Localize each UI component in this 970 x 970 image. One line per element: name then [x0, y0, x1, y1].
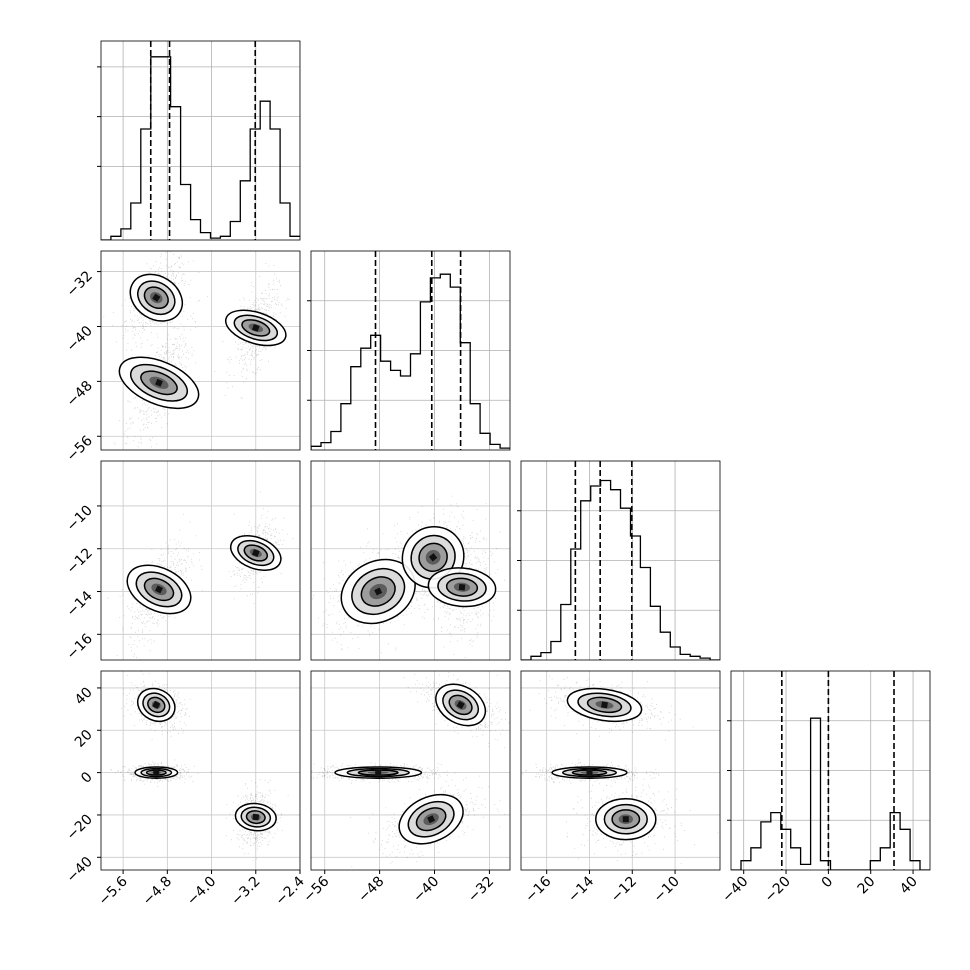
y-tick-label: −10 — [64, 502, 96, 534]
density-peak — [153, 769, 160, 776]
x-tick-label: −10 — [651, 874, 683, 906]
axes-frame — [520, 670, 721, 871]
x-tick-label: −20 — [762, 874, 794, 906]
axes-frame — [100, 670, 301, 871]
axes-frame — [100, 40, 301, 241]
y-tick-label: −12 — [64, 545, 96, 577]
x-tick-label: 0 — [819, 874, 837, 892]
axes-frame — [310, 670, 511, 871]
density-cluster — [340, 558, 416, 625]
y-tick-label: −32 — [64, 268, 96, 300]
density-cluster — [435, 683, 487, 727]
density-cluster — [229, 534, 282, 572]
x-tick-label: 40 — [897, 874, 921, 898]
density-cluster — [551, 766, 628, 779]
density-peak — [586, 769, 593, 776]
density-cluster — [234, 802, 277, 832]
x-tick-label: −12 — [608, 874, 640, 906]
density-cluster — [118, 356, 200, 410]
y-tick-label: −40 — [64, 854, 96, 886]
density-cluster — [427, 567, 497, 608]
density-peak — [252, 324, 260, 332]
density-panel-3-1 — [100, 460, 301, 661]
histogram-steps — [101, 56, 300, 240]
density-peak — [152, 700, 161, 709]
axes-frame — [100, 460, 301, 661]
plot-layer: −5.6 −4.8 −4.0 −3.2 −2.4−56 −48 −40 −32 −16 −14 −1… — [64, 40, 931, 909]
density-panel-3-2 — [310, 460, 511, 661]
x-tick-label: −32 — [465, 874, 497, 906]
axes-frame — [310, 460, 511, 661]
x-tick-label: −40 — [410, 874, 442, 906]
histogram-panel-3 — [520, 460, 721, 661]
density-peak — [622, 816, 629, 823]
y-tick-label: 40 — [72, 684, 96, 708]
y-tick-label: 0 — [78, 769, 96, 787]
density-peak — [251, 549, 260, 557]
x-tick-label: −5.6 — [96, 873, 131, 908]
density-peak — [601, 701, 608, 709]
density-panel-4-1 — [100, 670, 301, 871]
density-cluster — [566, 687, 643, 723]
density-cluster — [595, 798, 657, 841]
y-tick-label: −56 — [64, 433, 96, 465]
density-peak — [428, 553, 438, 562]
y-tick-label: 20 — [72, 727, 96, 751]
density-cluster — [224, 309, 287, 347]
y-tick-label: −40 — [64, 323, 96, 355]
histogram-steps — [521, 479, 720, 660]
density-peak — [456, 700, 465, 709]
x-tick-label: −16 — [522, 873, 554, 905]
x-tick-label: 20 — [855, 874, 879, 898]
y-tick-label: −16 — [64, 631, 96, 663]
density-peak — [427, 815, 436, 824]
density-peak — [152, 293, 161, 302]
x-tick-label: −14 — [565, 873, 597, 905]
y-tick-label: −20 — [64, 811, 96, 843]
x-tick-label: −56 — [300, 873, 332, 905]
histogram-panel-1 — [100, 40, 301, 241]
density-cluster — [126, 564, 192, 615]
density-cluster — [334, 766, 423, 779]
x-tick-label: −3.2 — [228, 874, 263, 909]
density-peak — [374, 587, 383, 596]
x-tick-label: −48 — [355, 874, 387, 906]
scatter-points — [110, 671, 289, 862]
density-cluster — [401, 526, 465, 589]
axes-frame — [100, 250, 301, 451]
density-peak — [458, 583, 466, 591]
x-tick-label: −40 — [719, 874, 751, 906]
density-peak — [155, 378, 163, 387]
histogram-panel-4 — [730, 670, 931, 871]
density-cluster — [134, 766, 179, 779]
density-peak — [375, 769, 382, 776]
histogram-steps — [731, 717, 930, 870]
histogram-steps — [311, 273, 510, 450]
y-tick-label: −14 — [64, 588, 96, 620]
density-peak — [154, 585, 164, 594]
density-peak — [252, 813, 260, 821]
x-tick-label: −4.8 — [140, 874, 175, 909]
density-cluster — [129, 273, 184, 322]
density-cluster — [136, 687, 176, 723]
density-panel-4-2 — [310, 670, 511, 871]
y-tick-label: −48 — [64, 378, 96, 410]
density-panel-4-3 — [520, 670, 721, 871]
density-cluster — [398, 793, 464, 845]
x-tick-label: −4.0 — [184, 874, 219, 909]
density-panel-2-1 — [100, 250, 301, 451]
histogram-panel-2 — [310, 250, 511, 451]
